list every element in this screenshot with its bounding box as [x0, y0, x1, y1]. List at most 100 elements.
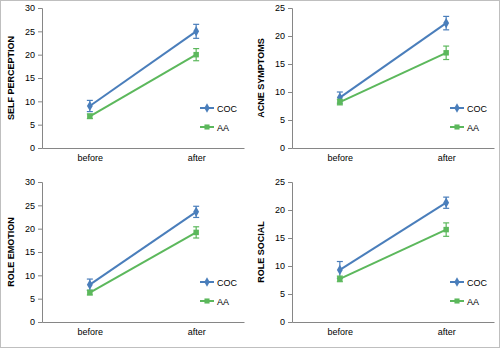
x-tick-label: after [188, 327, 206, 337]
y-tick-mark [38, 229, 42, 230]
chart-panel: 051015202530beforeafterCOCAASELF PERCEPT… [6, 3, 245, 163]
marks [87, 24, 199, 119]
y-tick: 15 [275, 233, 292, 243]
y-tick: 20 [275, 31, 292, 41]
legend-label: AA [467, 123, 479, 133]
legend-marker [454, 298, 459, 303]
error-bar-cap [87, 111, 93, 112]
series-line [90, 232, 196, 292]
error-bar [87, 114, 93, 119]
series-marker [87, 114, 92, 119]
y-tick-label: 10 [25, 97, 35, 107]
y-tick-mark [38, 205, 42, 206]
series-marker [87, 290, 92, 295]
y-tick-label: 5 [280, 115, 285, 125]
error-bar [337, 262, 343, 279]
error-bar-cap [443, 29, 449, 30]
y-tick-mark [288, 92, 292, 93]
y-tick: 5 [30, 294, 42, 304]
series-line [90, 55, 196, 117]
y-axis-title: ROLE SOCIAL [256, 221, 266, 283]
legend-item: COC [450, 277, 488, 287]
legend-marker [454, 103, 459, 112]
series [337, 223, 449, 282]
y-axis: 051015202530 [25, 177, 43, 327]
y-tick-label: 10 [25, 271, 35, 281]
y-tick: 10 [25, 97, 42, 107]
y-axis-line [38, 183, 43, 323]
y-tick: 5 [30, 120, 42, 130]
y-tick-label: 10 [275, 87, 285, 97]
error-bar-cap [443, 16, 449, 17]
x-tick: after [188, 153, 206, 163]
series-marker [337, 99, 342, 104]
error-bar [337, 99, 343, 105]
marks [337, 197, 449, 282]
series-marker [443, 227, 448, 232]
y-tick-mark [38, 275, 42, 276]
x-tick: before [328, 327, 354, 337]
x-tick: before [328, 153, 354, 163]
x-tick-label: after [438, 327, 456, 337]
plot: 0510152025beforeafterCOCAA [275, 177, 495, 337]
y-axis-line [38, 9, 43, 149]
y-axis: 0510152025 [275, 3, 293, 153]
y-tick-label: 20 [25, 224, 35, 234]
y-tick: 15 [25, 73, 42, 83]
x-tick: after [188, 327, 206, 337]
y-tick-mark [38, 101, 42, 102]
x-tick: after [438, 153, 456, 163]
x-tick-label: after [438, 153, 456, 163]
legend-marker [204, 124, 209, 129]
series [87, 24, 199, 111]
series-marker [337, 265, 343, 275]
y-tick-label: 15 [25, 247, 35, 257]
x-tick: before [78, 153, 104, 163]
y-tick: 25 [275, 3, 292, 13]
y-tick-mark [288, 64, 292, 65]
legend: COCAA [450, 103, 488, 132]
legend-marker [454, 124, 459, 129]
x-tick: before [78, 327, 104, 337]
y-tick-label: 15 [25, 73, 35, 83]
y-axis-title: SELF PERCEPTION [6, 36, 16, 120]
legend-label: COC [217, 278, 238, 288]
error-bar-cap [443, 197, 449, 198]
error-bar-cap [87, 278, 93, 279]
y-tick-label: 25 [275, 177, 285, 187]
y-tick-label: 0 [30, 143, 35, 153]
y-tick: 10 [275, 261, 292, 271]
error-bar-cap [443, 59, 449, 60]
error-bar-cap [193, 237, 199, 238]
error-bar-cap [193, 226, 199, 227]
y-tick-mark [38, 78, 42, 79]
legend-label: AA [467, 297, 479, 307]
y-tick-label: 15 [275, 59, 285, 69]
series-marker [193, 52, 198, 57]
marks [87, 206, 199, 295]
y-tick: 0 [280, 317, 292, 327]
error-bar [87, 279, 93, 290]
y-tick-label: 0 [30, 317, 35, 327]
y-tick-mark [288, 36, 292, 37]
legend-label: COC [467, 278, 488, 288]
y-tick-mark [288, 210, 292, 211]
y-tick: 5 [280, 289, 292, 299]
y-tick-label: 5 [30, 120, 35, 130]
y-tick-label: 20 [275, 31, 285, 41]
y-tick-label: 25 [25, 27, 35, 37]
error-bar-cap [87, 100, 93, 101]
y-tick-label: 30 [25, 3, 35, 13]
legend: COC AA [200, 103, 238, 132]
y-tick-mark [38, 55, 42, 56]
x-axis: before after [43, 149, 245, 164]
error-bar-cap [193, 24, 199, 25]
legend-label: AA [217, 123, 229, 133]
y-tick-label: 5 [280, 289, 285, 299]
x-tick-label: before [328, 327, 354, 337]
legend-item: COC [200, 103, 238, 113]
error-bar [443, 223, 449, 236]
legend-item: AA [200, 123, 229, 133]
y-tick-mark [288, 322, 292, 323]
marks [337, 16, 449, 104]
